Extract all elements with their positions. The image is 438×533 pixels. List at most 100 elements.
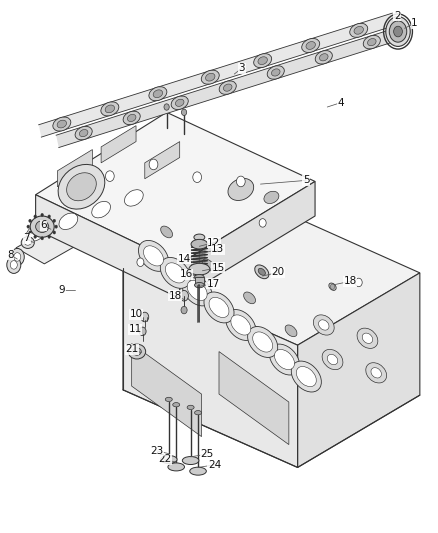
- Circle shape: [193, 172, 201, 182]
- Ellipse shape: [329, 283, 336, 290]
- Ellipse shape: [223, 84, 232, 91]
- Circle shape: [149, 159, 158, 169]
- Ellipse shape: [209, 297, 229, 318]
- Ellipse shape: [350, 23, 367, 37]
- Ellipse shape: [25, 240, 31, 245]
- Ellipse shape: [168, 463, 184, 471]
- Ellipse shape: [318, 320, 329, 330]
- Text: 13: 13: [211, 245, 224, 254]
- Text: 1: 1: [411, 18, 418, 28]
- Ellipse shape: [269, 344, 300, 375]
- Ellipse shape: [194, 282, 204, 288]
- Polygon shape: [35, 195, 180, 298]
- Ellipse shape: [138, 240, 169, 271]
- Ellipse shape: [258, 56, 267, 64]
- Ellipse shape: [253, 332, 272, 352]
- Circle shape: [34, 215, 36, 218]
- Circle shape: [41, 237, 43, 240]
- Ellipse shape: [357, 328, 378, 349]
- Ellipse shape: [123, 111, 140, 125]
- Ellipse shape: [247, 327, 278, 358]
- Ellipse shape: [190, 467, 206, 475]
- Ellipse shape: [166, 263, 185, 283]
- Ellipse shape: [255, 265, 269, 279]
- Ellipse shape: [160, 257, 191, 288]
- Ellipse shape: [275, 350, 294, 369]
- Ellipse shape: [267, 66, 284, 79]
- Ellipse shape: [291, 361, 321, 392]
- Ellipse shape: [254, 54, 272, 68]
- Circle shape: [180, 290, 188, 301]
- Polygon shape: [180, 181, 315, 298]
- Ellipse shape: [285, 325, 297, 337]
- Ellipse shape: [92, 201, 110, 218]
- Ellipse shape: [171, 96, 188, 109]
- Circle shape: [55, 225, 57, 228]
- Ellipse shape: [26, 225, 45, 241]
- Text: 5: 5: [303, 175, 310, 185]
- Circle shape: [48, 235, 50, 238]
- Ellipse shape: [182, 457, 199, 465]
- Circle shape: [106, 171, 114, 181]
- Circle shape: [29, 219, 32, 222]
- Ellipse shape: [161, 226, 173, 238]
- Ellipse shape: [133, 348, 141, 356]
- Ellipse shape: [327, 354, 338, 365]
- Circle shape: [7, 256, 21, 273]
- Ellipse shape: [226, 310, 256, 341]
- Ellipse shape: [204, 292, 234, 323]
- Ellipse shape: [362, 333, 373, 343]
- Text: 7: 7: [24, 233, 30, 244]
- Ellipse shape: [127, 115, 136, 122]
- Text: 24: 24: [208, 460, 221, 470]
- Ellipse shape: [160, 456, 177, 464]
- Ellipse shape: [366, 362, 387, 383]
- Polygon shape: [101, 126, 136, 163]
- Ellipse shape: [101, 102, 119, 116]
- Circle shape: [141, 312, 149, 322]
- Ellipse shape: [105, 105, 115, 113]
- Text: 18: 18: [343, 277, 357, 286]
- Ellipse shape: [79, 130, 88, 136]
- Ellipse shape: [194, 410, 201, 415]
- Polygon shape: [219, 352, 289, 445]
- Circle shape: [41, 213, 43, 216]
- Ellipse shape: [313, 315, 334, 335]
- Circle shape: [394, 26, 403, 37]
- Text: 20: 20: [272, 268, 285, 277]
- Circle shape: [139, 327, 146, 336]
- Circle shape: [389, 21, 407, 42]
- Ellipse shape: [35, 221, 49, 232]
- Ellipse shape: [231, 315, 251, 335]
- Text: 15: 15: [212, 263, 225, 272]
- Text: 12: 12: [207, 238, 220, 247]
- Ellipse shape: [322, 350, 343, 370]
- Ellipse shape: [201, 70, 219, 84]
- Text: 11: 11: [128, 324, 142, 334]
- Text: 16: 16: [180, 270, 193, 279]
- Text: 21: 21: [125, 344, 138, 354]
- Ellipse shape: [194, 234, 205, 240]
- Text: 14: 14: [177, 254, 191, 263]
- Circle shape: [137, 258, 144, 266]
- Circle shape: [29, 231, 32, 234]
- Ellipse shape: [57, 120, 67, 128]
- Circle shape: [11, 248, 24, 265]
- Ellipse shape: [58, 164, 105, 209]
- Text: 4: 4: [337, 98, 344, 108]
- Ellipse shape: [258, 268, 265, 276]
- Circle shape: [48, 215, 50, 218]
- Ellipse shape: [153, 90, 162, 98]
- Text: 9: 9: [59, 286, 65, 295]
- Circle shape: [53, 219, 56, 222]
- Ellipse shape: [165, 397, 172, 401]
- Polygon shape: [132, 344, 201, 437]
- Text: 2: 2: [394, 11, 400, 21]
- Ellipse shape: [189, 263, 210, 275]
- Text: 25: 25: [200, 449, 213, 459]
- Polygon shape: [194, 277, 204, 285]
- Circle shape: [259, 219, 266, 227]
- Circle shape: [237, 176, 245, 187]
- Text: 22: 22: [158, 455, 171, 464]
- Text: 6: 6: [40, 220, 47, 230]
